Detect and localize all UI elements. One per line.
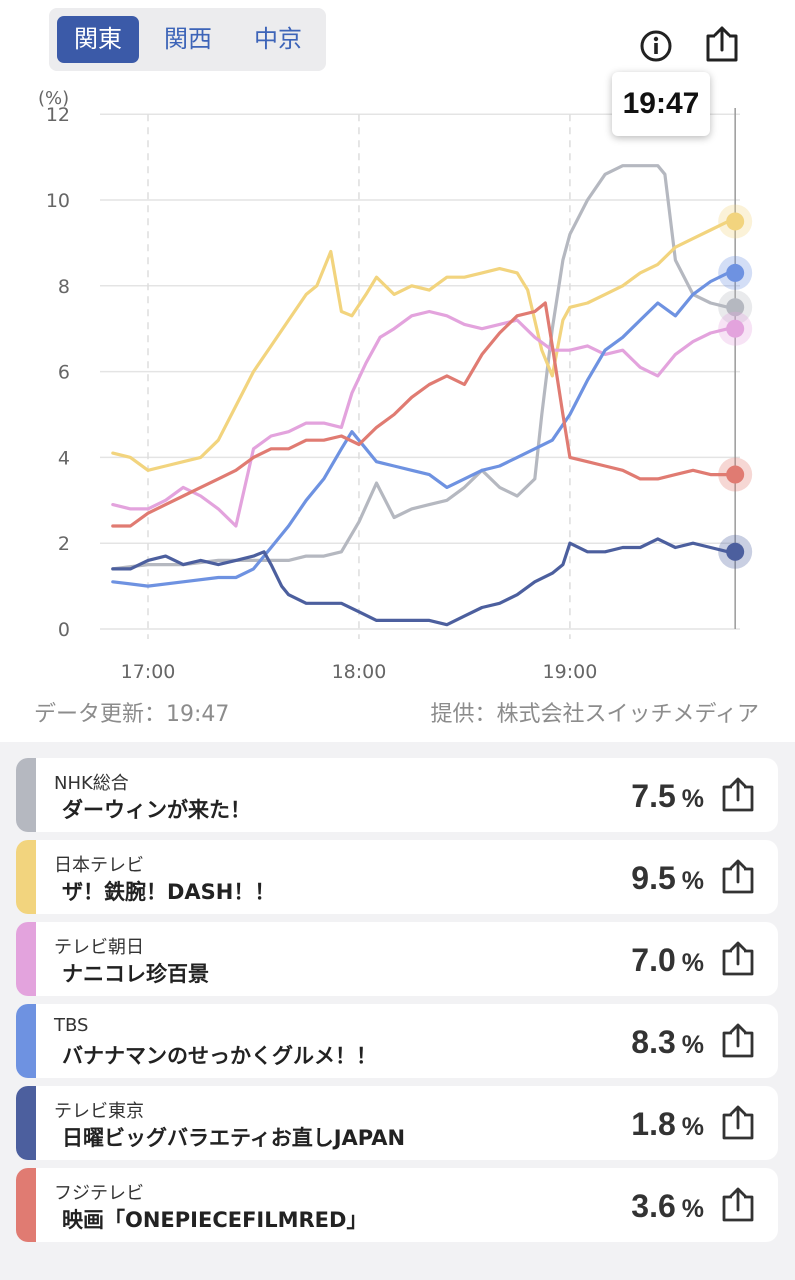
- y-tick-label: 2: [58, 533, 70, 555]
- rating-number: 7.0: [631, 942, 676, 978]
- info-icon[interactable]: [636, 26, 676, 66]
- rating-number: 1.8: [631, 1106, 676, 1142]
- share-icon[interactable]: [720, 1186, 756, 1224]
- share-icon[interactable]: [702, 24, 742, 64]
- rating-unit: %: [681, 949, 704, 977]
- program-card[interactable]: 日本テレビザ！鉄腕！DASH！！ 9.5%: [16, 840, 778, 914]
- program-title: ナニコレ珍百景: [62, 962, 209, 986]
- provider-text: 提供：株式会社スイッチメディア: [430, 702, 759, 727]
- series-end-dot: [726, 465, 745, 484]
- chart-panel: 関東 関西 中京 (%) 0 2 4 6 8 10 12 17:00 18:00 19:00 19:…: [34, 8, 759, 727]
- series-end-dot: [726, 319, 745, 338]
- share-icon[interactable]: [720, 940, 756, 978]
- rating-number: 9.5: [631, 860, 676, 896]
- rating-unit: %: [681, 1031, 704, 1059]
- program-title: 日曜ビッグバラエティお直しJAPAN: [62, 1126, 406, 1150]
- series-end-dot: [726, 212, 745, 231]
- station-color-bar: [16, 840, 36, 914]
- share-icon[interactable]: [720, 776, 756, 814]
- rating-value: 3.6%: [631, 1188, 704, 1225]
- program-card[interactable]: テレビ東京日曜ビッグバラエティお直しJAPAN 1.8%: [16, 1086, 778, 1160]
- station-color-bar: [16, 1168, 36, 1242]
- program-title: バナナマンのせっかくグルメ！！: [62, 1044, 377, 1068]
- y-tick-label: 10: [46, 190, 70, 212]
- program-title: 映画「ONEPIECEFILMRED」: [62, 1208, 368, 1232]
- tab-kansai[interactable]: 関西: [164, 25, 212, 53]
- rating-number: 3.6: [631, 1188, 676, 1224]
- program-title: ダーウィンが来た！: [62, 798, 251, 822]
- program-card[interactable]: フジテレビ映画「ONEPIECEFILMRED」 3.6%: [16, 1168, 778, 1242]
- share-icon[interactable]: [720, 1104, 756, 1142]
- rating-value: 9.5%: [631, 860, 704, 897]
- rating-unit: %: [681, 1195, 704, 1223]
- rating-value: 1.8%: [631, 1106, 704, 1143]
- update-time-text: データ更新：19:47: [34, 702, 230, 727]
- rating-number: 7.5: [631, 778, 676, 814]
- station-color-bar: [16, 758, 36, 832]
- rating-unit: %: [681, 785, 704, 813]
- program-title: ザ！鉄腕！DASH！！: [62, 880, 276, 904]
- series-line: [111, 309, 730, 528]
- series-end-dot: [726, 542, 745, 561]
- rating-value: 8.3%: [631, 1024, 704, 1061]
- series-end-dot: [726, 298, 745, 317]
- station-name: 日本テレビ: [54, 855, 144, 876]
- program-card[interactable]: TBS バナナマンのせっかくグルメ！！ 8.3%: [16, 1004, 778, 1078]
- region-segmented-control: 関東 関西 中京: [49, 8, 326, 71]
- series-line: [111, 537, 730, 627]
- station-name: フジテレビ: [54, 1183, 144, 1204]
- station-color-bar: [16, 1086, 36, 1160]
- program-card[interactable]: テレビ朝日ナニコレ珍百景 7.0%: [16, 922, 778, 996]
- share-icon[interactable]: [720, 858, 756, 896]
- x-tick-label: 19:00: [543, 661, 598, 683]
- y-tick-label: 8: [58, 276, 70, 298]
- series-end-dot: [726, 263, 745, 282]
- rating-line-chart: (%) 0 2 4 6 8 10 12 17:00 18:00 19:00: [38, 88, 753, 683]
- program-card[interactable]: NHK総合ダーウィンが来た！ 7.5%: [16, 758, 778, 832]
- station-color-bar: [16, 1004, 36, 1078]
- station-color-bar: [16, 922, 36, 996]
- station-name: NHK総合: [54, 773, 129, 794]
- series-line: [111, 219, 730, 472]
- x-tick-label: 18:00: [332, 661, 387, 683]
- y-tick-label: 6: [58, 362, 70, 384]
- tab-chukyo[interactable]: 中京: [254, 25, 302, 53]
- rating-unit: %: [681, 1113, 704, 1141]
- share-icon[interactable]: [720, 1022, 756, 1060]
- y-tick-label: 4: [58, 447, 70, 469]
- tab-kanto[interactable]: 関東: [57, 16, 139, 63]
- series-line: [111, 301, 730, 528]
- station-name: TBS: [54, 1015, 89, 1036]
- x-tick-label: 17:00: [121, 661, 176, 683]
- station-name: テレビ朝日: [54, 937, 144, 958]
- y-unit-label: (%): [38, 88, 69, 109]
- series-line: [111, 271, 730, 588]
- series-line: [111, 164, 730, 571]
- rating-value: 7.0%: [631, 942, 704, 979]
- current-time-tooltip: 19:47: [612, 72, 710, 136]
- rating-unit: %: [681, 867, 704, 895]
- y-tick-label: 0: [58, 619, 70, 641]
- station-name: テレビ東京: [54, 1101, 144, 1122]
- rating-number: 8.3: [631, 1024, 676, 1060]
- rating-value: 7.5%: [631, 778, 704, 815]
- y-tick-label: 12: [46, 104, 70, 126]
